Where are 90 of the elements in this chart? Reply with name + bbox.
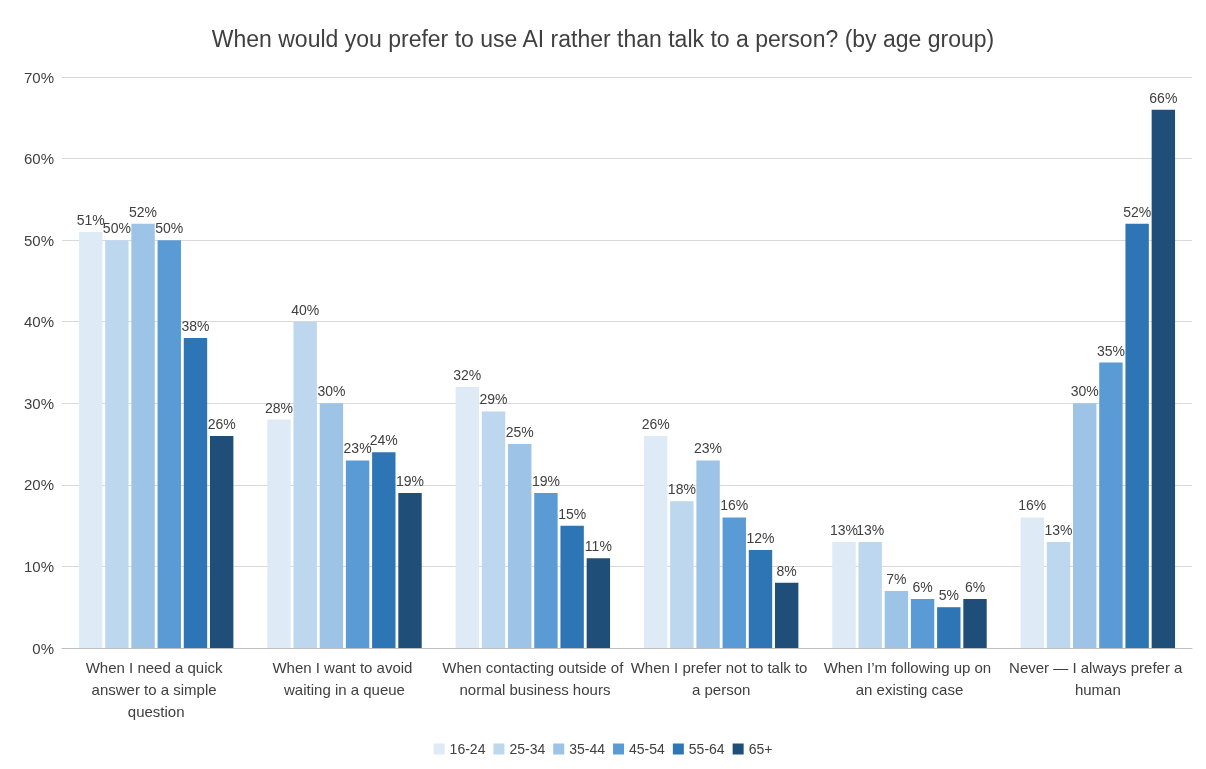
data-label: 23% xyxy=(694,440,723,457)
bar xyxy=(131,223,155,648)
x-tick-label: When contacting outside of normal business hours xyxy=(442,658,625,698)
data-label: 23% xyxy=(343,440,372,457)
data-label: 38% xyxy=(181,318,210,335)
bar xyxy=(1151,109,1176,648)
bar xyxy=(1099,362,1123,648)
y-tick-label: 10% xyxy=(23,557,54,575)
bar xyxy=(858,541,882,648)
data-label: 8% xyxy=(776,562,797,579)
x-tick-label: When I need a quick answer to a simple question xyxy=(85,658,227,720)
legend-label: 45-54 xyxy=(629,741,666,757)
y-tick-label: 30% xyxy=(23,394,54,412)
data-label: 13% xyxy=(829,521,858,538)
bar xyxy=(534,493,558,648)
data-label: 6% xyxy=(964,579,986,596)
data-label: 26% xyxy=(207,415,236,432)
data-label: 7% xyxy=(886,570,907,587)
data-label: 11% xyxy=(584,538,612,555)
bar xyxy=(78,231,103,648)
data-label: 32% xyxy=(453,366,482,383)
data-label: 6% xyxy=(912,579,933,596)
data-label: 52% xyxy=(1123,203,1152,220)
bar xyxy=(157,240,181,648)
bar xyxy=(963,599,987,648)
data-label: 15% xyxy=(558,505,587,522)
chart-title: When would you prefer to use AI rather than talk to a person? (by age group) xyxy=(211,25,995,52)
legend-label: 25-34 xyxy=(509,741,546,757)
data-label: 50% xyxy=(155,220,184,237)
data-label: 30% xyxy=(1070,383,1099,400)
legend-label: 35-44 xyxy=(569,741,606,757)
legend-label: 65+ xyxy=(748,741,773,757)
data-label: 16% xyxy=(1018,497,1047,514)
x-tick-label: Never — I always prefer a human xyxy=(1009,658,1187,698)
bar xyxy=(105,240,129,648)
bar xyxy=(398,493,422,648)
data-label: 16% xyxy=(720,497,749,514)
data-label: 13% xyxy=(1044,521,1073,538)
data-label: 30% xyxy=(317,383,346,400)
bar xyxy=(1046,541,1071,648)
data-label: 28% xyxy=(264,399,293,416)
data-label: 26% xyxy=(641,415,670,432)
y-tick-label: 70% xyxy=(23,68,54,86)
data-label: 66% xyxy=(1149,89,1178,106)
bar xyxy=(345,460,370,648)
bar xyxy=(183,338,208,648)
bar xyxy=(774,582,799,648)
data-label: 5% xyxy=(938,587,959,604)
bar xyxy=(1125,223,1149,648)
bar xyxy=(455,386,480,648)
bar xyxy=(832,541,856,648)
data-label: 19% xyxy=(396,473,425,490)
bar xyxy=(481,411,506,648)
bar xyxy=(319,403,344,648)
y-tick-label: 40% xyxy=(23,313,54,331)
legend-label: 55-64 xyxy=(688,741,725,757)
bar xyxy=(910,599,935,648)
bar xyxy=(372,452,396,648)
bar xyxy=(643,435,668,648)
y-tick-label: 50% xyxy=(23,231,54,249)
bar xyxy=(508,444,532,648)
data-label: 29% xyxy=(479,391,508,408)
data-label: 40% xyxy=(291,301,320,318)
data-label: 12% xyxy=(746,530,775,547)
bar xyxy=(670,501,694,648)
bar xyxy=(722,517,746,648)
bar xyxy=(267,419,291,648)
data-label: 52% xyxy=(129,203,158,220)
y-tick-label: 0% xyxy=(32,639,54,657)
x-tick-label: When I prefer not to talk to a person xyxy=(630,658,812,698)
data-label: 35% xyxy=(1096,342,1125,359)
bar xyxy=(209,435,234,648)
bar xyxy=(293,321,317,648)
y-tick-label: 60% xyxy=(23,150,54,168)
legend-label: 16-24 xyxy=(449,741,486,757)
x-tick-label: When I’m following up on an existing case xyxy=(823,658,996,698)
bar xyxy=(560,525,584,648)
data-label: 19% xyxy=(531,473,560,490)
data-label: 18% xyxy=(667,481,696,498)
bar xyxy=(1073,403,1097,648)
y-tick-label: 20% xyxy=(23,476,54,494)
bar xyxy=(696,460,720,648)
bar xyxy=(586,558,611,648)
data-label: 25% xyxy=(505,424,534,441)
bar xyxy=(748,550,773,648)
bar xyxy=(1020,517,1045,648)
x-tick-label: When I want to avoid waiting in a queue xyxy=(272,658,417,698)
bar xyxy=(937,607,961,648)
bar xyxy=(884,590,909,648)
data-label: 13% xyxy=(856,521,885,538)
